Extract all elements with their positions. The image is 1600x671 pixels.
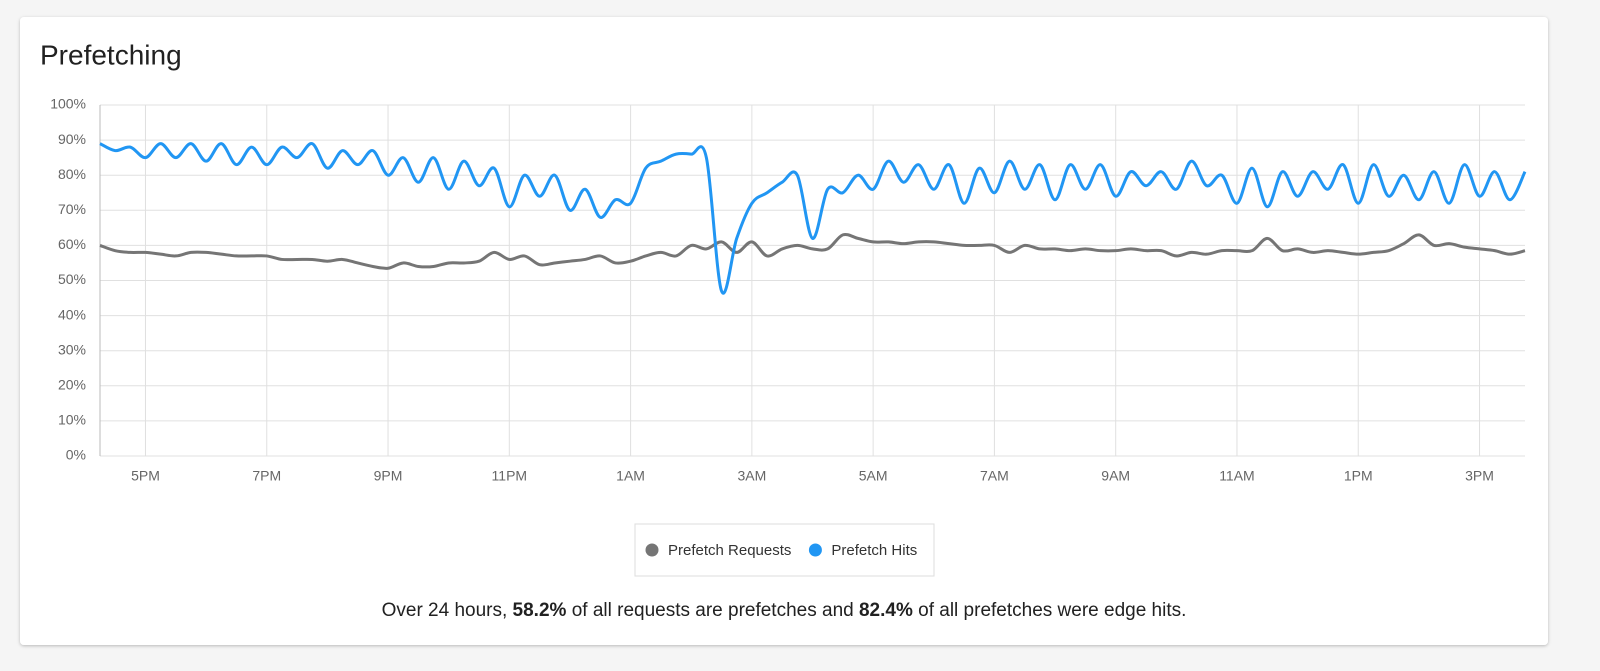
y-tick-label: 90%: [58, 131, 86, 147]
x-tick-label: 9PM: [374, 468, 403, 484]
summary-stat: 58.2%: [513, 600, 567, 621]
x-tick-label: 5AM: [859, 468, 888, 484]
y-tick-label: 70%: [58, 201, 86, 217]
y-tick-label: 40%: [58, 306, 86, 322]
y-tick-label: 60%: [58, 236, 86, 252]
x-tick-label: 9AM: [1101, 468, 1130, 484]
x-tick-label: 5PM: [131, 468, 160, 484]
legend-label: Prefetch Requests: [668, 542, 791, 559]
legend-marker: [645, 543, 659, 557]
x-tick-label: 3AM: [737, 468, 766, 484]
lines: [99, 142, 1527, 295]
summary-stat: 82.4%: [859, 600, 913, 621]
card: [20, 17, 1548, 645]
x-tick-label: 11PM: [492, 468, 528, 484]
y-tick-label: 0%: [66, 447, 86, 463]
legend-box: [634, 523, 935, 577]
x-tick-label: 1AM: [616, 468, 645, 484]
legend: Prefetch Requests Prefetch Hits: [645, 542, 917, 559]
summary: Over 24 hours, 58.2% of all requests are…: [382, 600, 1187, 621]
summary-text: of all prefetches were edge hits.: [913, 600, 1187, 621]
x-tick-label: 7AM: [980, 468, 1009, 484]
x-tick-label: 11AM: [1219, 468, 1255, 484]
x-tick-label: 3PM: [1465, 468, 1494, 484]
legend-marker: [808, 543, 822, 557]
y-tick-label: 50%: [58, 271, 86, 287]
summary-text: of all requests are prefetches and: [566, 600, 859, 621]
y-tick-label: 10%: [58, 412, 86, 428]
x-tick-label: 1PM: [1344, 468, 1373, 484]
series-line: [99, 142, 1527, 295]
y-tick-label: 30%: [58, 341, 86, 357]
legend-label: Prefetch Hits: [831, 542, 917, 559]
series-line: [99, 232, 1526, 270]
summary-text: Over 24 hours,: [382, 600, 513, 621]
y-tick-label: 20%: [58, 377, 86, 393]
y-tick-label: 80%: [58, 166, 86, 182]
x-tick-label: 7PM: [252, 468, 281, 484]
chart-title: Prefetching: [40, 39, 182, 70]
grid: 0% 10% 20% 30% 40% 50% 60% 70% 80% 90% 100% 5PM 7PM 9…: [50, 96, 1525, 484]
y-tick-label: 100%: [50, 96, 86, 112]
